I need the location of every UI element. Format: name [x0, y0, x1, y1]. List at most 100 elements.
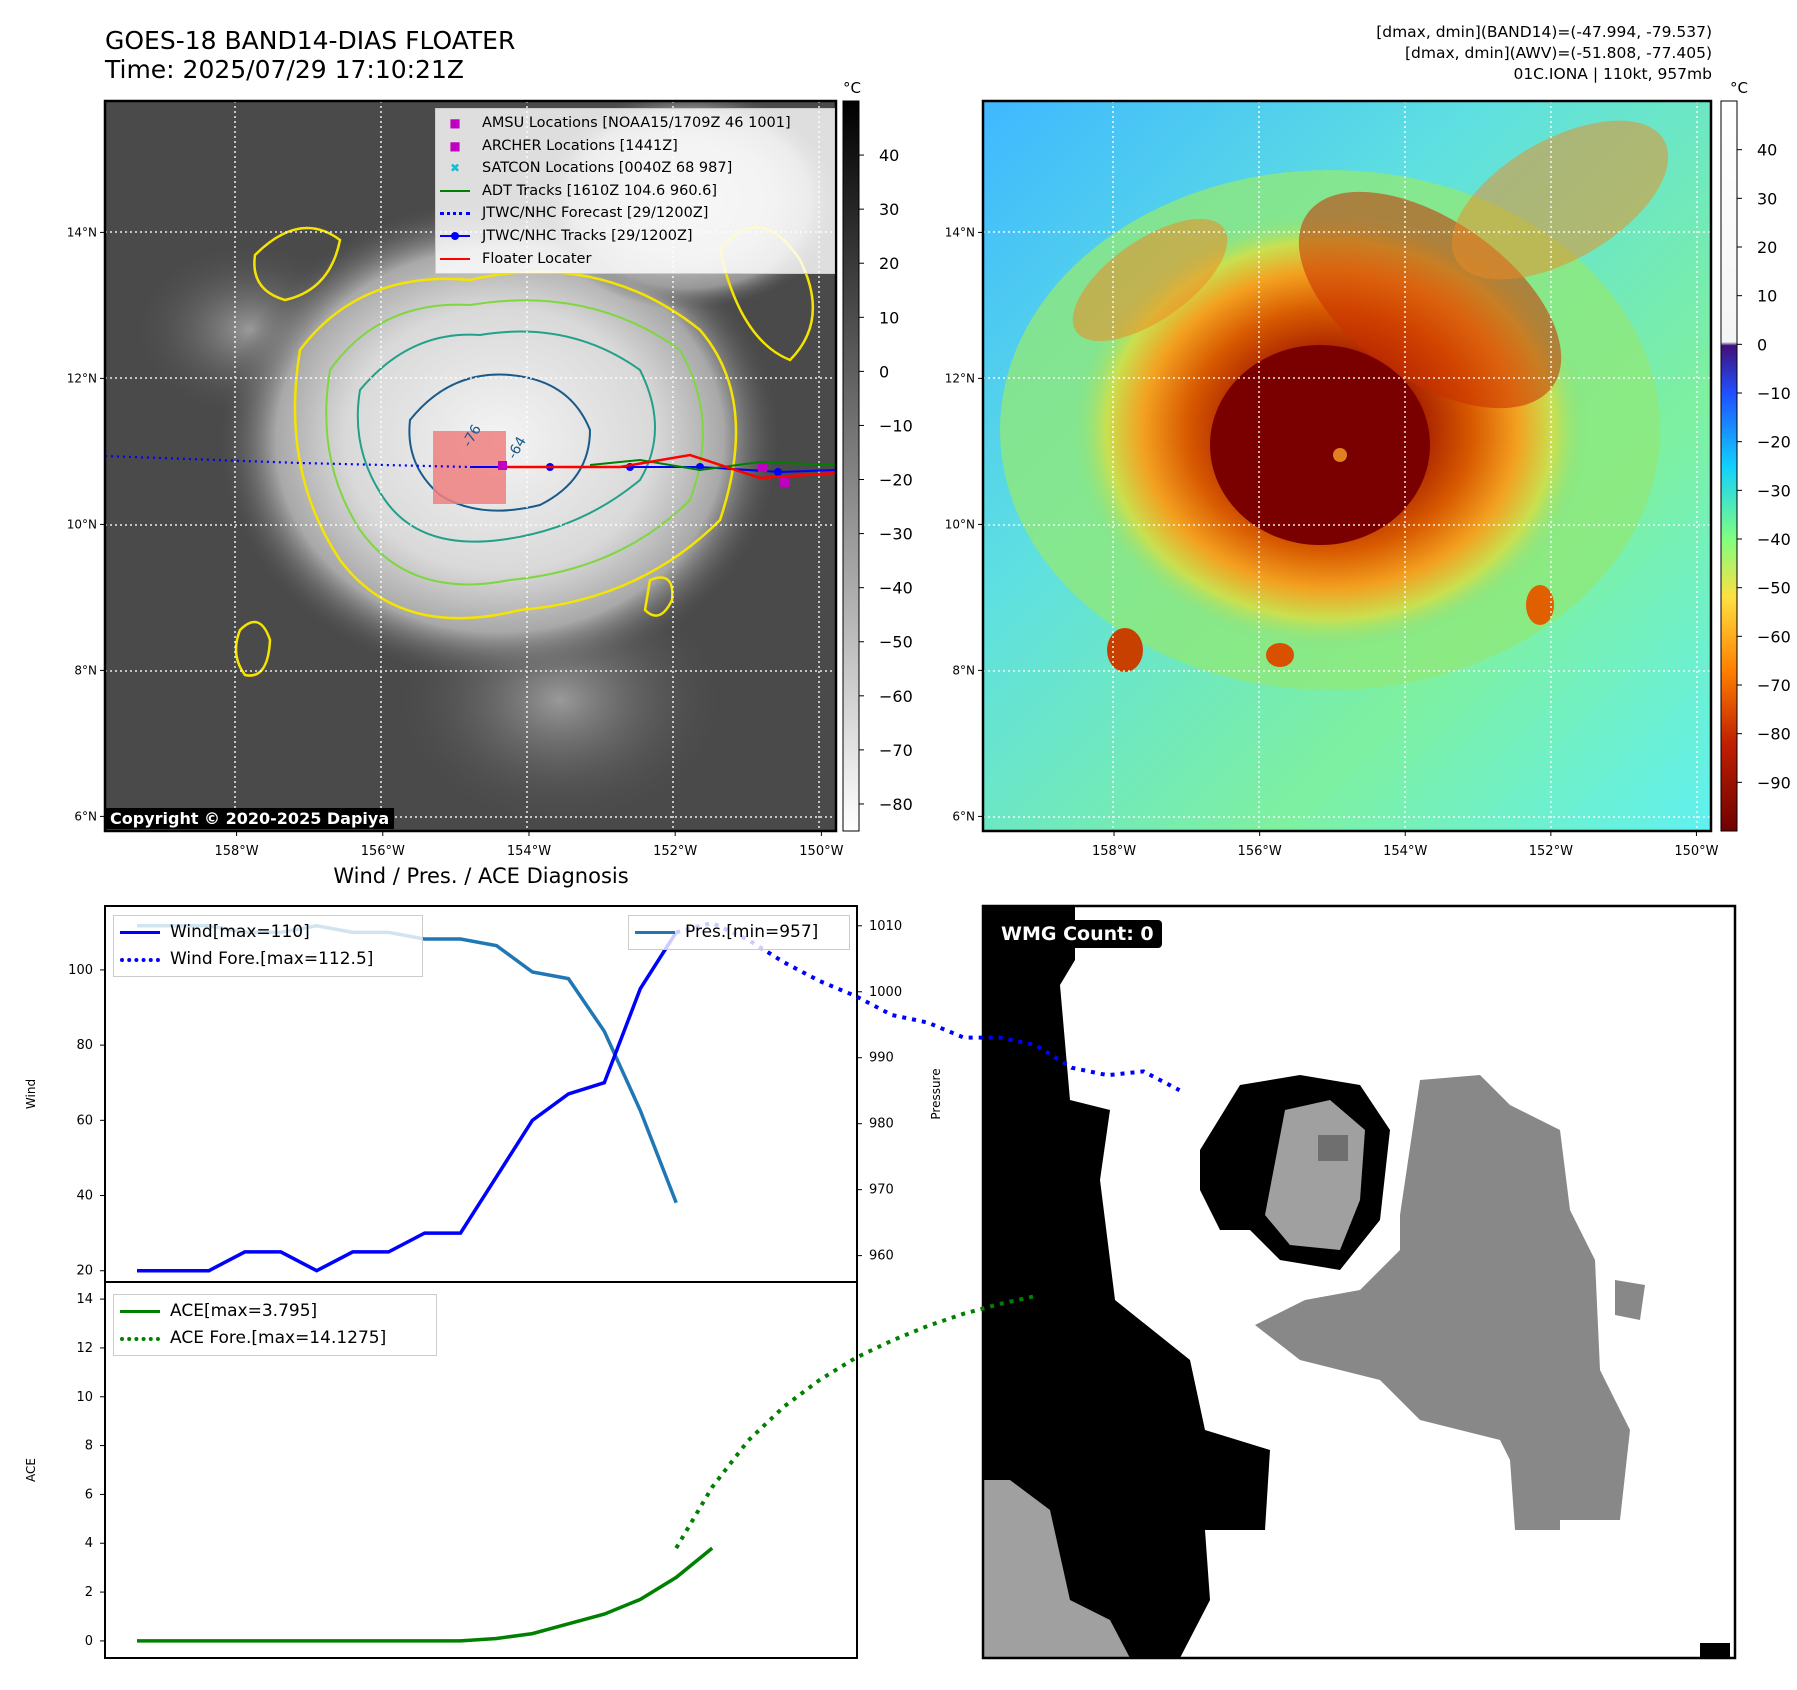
awv-image: [983, 101, 1711, 831]
title-line-1: GOES-18 BAND14-DIAS FLOATER: [105, 26, 516, 55]
ace-chart-ytick-label: 12: [76, 1341, 93, 1356]
ir-lat-label: 10°N: [67, 517, 97, 531]
ir-lat-label: 8°N: [74, 663, 97, 677]
ace-chart-ytick-label: 6: [85, 1487, 93, 1502]
ir-cb-tick-label: 20: [879, 254, 899, 273]
wind-chart-ytick-label: 40: [76, 1189, 93, 1204]
awv-cb-tick-label: −20: [1757, 433, 1791, 452]
legend-label: ARCHER Locations [1441Z]: [482, 137, 678, 154]
legend-item: ✖ SATCON Locations [0040Z 68 987]: [440, 157, 830, 180]
pressure-ytick-label: 990: [869, 1051, 894, 1066]
legend-swatch: ■: [449, 138, 461, 153]
ir-cb-tick-label: 30: [879, 200, 899, 219]
awv-cb-tick-label: −50: [1757, 579, 1791, 598]
awv-cb-tick-label: −60: [1757, 627, 1791, 646]
legend-swatch: [440, 232, 470, 241]
ace-legend-swatch: [120, 1310, 160, 1313]
pressure-ytick-label: 1000: [869, 985, 902, 1000]
legend-label: ADT Tracks [1610Z 104.6 960.6]: [482, 182, 718, 199]
ir-cb-tick-label: 40: [879, 146, 899, 165]
wind-chart-ytick-label: 60: [76, 1113, 93, 1128]
contour-label-76: -76: [460, 422, 485, 450]
awv-lat-label: 12°N: [945, 371, 975, 385]
ir-lon-label: 156°W: [361, 844, 405, 859]
legend-swatch: [440, 257, 470, 260]
ir-lon-label: 150°W: [799, 844, 843, 859]
awv-lon-label: 150°W: [1674, 844, 1718, 859]
awv-cb-tick-label: −10: [1757, 384, 1791, 403]
awv-cb-tick-label: 40: [1757, 141, 1777, 160]
ir-lon-label: 154°W: [507, 844, 551, 859]
awv-lat-labels: 14°N 12°N 10°N 8°N 6°N: [945, 225, 983, 823]
awv-lat-label: 8°N: [952, 663, 975, 677]
ace-line: [137, 1546, 714, 1643]
info-line-3: 01C.IONA | 110kt, 957mb: [1513, 65, 1712, 83]
awv-cb-tick-label: −30: [1757, 481, 1791, 500]
ir-cb-tick-label: −50: [879, 633, 913, 652]
ir-lat-labels: 14°N 12°N 10°N 8°N 6°N: [67, 225, 105, 823]
wind-chart-ytick-label: 100: [68, 963, 93, 978]
legend-item: ■ ARCHER Locations [1441Z]: [440, 135, 830, 158]
wind-chart-ylabel: Wind: [24, 1079, 38, 1109]
awv-cb-tick-label: 0: [1757, 335, 1767, 354]
awv-colorbar-unit: °C: [1730, 79, 1748, 97]
contour-label-64: -64: [505, 434, 530, 462]
wind-legend-solid-swatch: [120, 931, 160, 934]
ir-cb-tick-label: 10: [879, 308, 899, 327]
awv-cb-tick-label: 10: [1757, 287, 1777, 306]
ace-chart-ytick-label: 2: [85, 1585, 93, 1600]
legend-label: JTWC/NHC Forecast [29/1200Z]: [482, 205, 709, 222]
info-line-1: [dmax, dmin](BAND14)=(-47.994, -79.537): [1376, 23, 1712, 41]
awv-lon-label: 156°W: [1238, 844, 1282, 859]
legend-swatch: [440, 212, 470, 216]
awv-lat-label: 10°N: [945, 517, 975, 531]
ir-cb-tick-label: −20: [879, 471, 913, 490]
ace-chart-ytick-label: 14: [76, 1292, 93, 1307]
pres-legend-label: Pres.[min=957]: [685, 922, 819, 942]
floater-locater-box: [433, 431, 506, 504]
pressure-ylabel: Pressure: [929, 1068, 943, 1119]
legend-item: ADT Tracks [1610Z 104.6 960.6]: [440, 180, 830, 203]
copyright-label: Copyright © 2020-2025 Dapiya: [105, 808, 395, 829]
awv-lon-label: 152°W: [1529, 844, 1573, 859]
wind-legend-label: Wind[max=110]: [170, 922, 310, 942]
awv-axes-frame: [981, 99, 1713, 833]
ace-chart-ytick-label: 8: [85, 1439, 93, 1454]
wind-fore-legend-label: Wind Fore.[max=112.5]: [170, 949, 374, 969]
ir-legend: ■ AMSU Locations [NOAA15/1709Z 46 1001] ■ A…: [435, 108, 835, 275]
ir-cb-tick-label: 0: [879, 362, 889, 381]
awv-cb-tick-label: −90: [1757, 773, 1791, 792]
ir-lon-labels: 158°W 156°W 154°W 152°W 150°W: [214, 831, 844, 859]
title-line-2: Time: 2025/07/29 17:10:21Z: [105, 55, 464, 84]
legend-label: Floater Locater: [482, 250, 592, 267]
legend-swatch: ✖: [449, 161, 461, 176]
awv-lat-label: 14°N: [945, 225, 975, 239]
ace-legend: ACE[max=3.795] ACE Fore.[max=14.1275]: [113, 1294, 437, 1356]
awv-colorbar-ticks: 40 30 20 10 0 −10 −20 −30 −40 −50 −60 −70 −80 −90: [1737, 141, 1791, 792]
ir-lat-label: 14°N: [67, 225, 97, 239]
pres-legend: Pres.[min=957]: [628, 915, 850, 950]
wmg-axes-frame: [981, 904, 1737, 1660]
awv-cb-tick-label: 20: [1757, 238, 1777, 257]
ace-chart-ytick-label: 10: [76, 1390, 93, 1405]
ace-chart-ytick-label: 0: [85, 1634, 93, 1649]
ir-cb-tick-label: −40: [879, 579, 913, 598]
awv-lat-label: 6°N: [952, 809, 975, 823]
legend-label: JTWC/NHC Tracks [29/1200Z]: [482, 227, 693, 244]
ir-cb-tick-label: −80: [879, 795, 913, 814]
wind-fore-legend-swatch: [120, 957, 160, 962]
pressure-ytick-label: 980: [869, 1117, 894, 1132]
legend-swatch: ■: [449, 116, 461, 131]
awv-cb-tick-label: 30: [1757, 189, 1777, 208]
awv-cb-tick-label: −40: [1757, 530, 1791, 549]
legend-label: AMSU Locations [NOAA15/1709Z 46 1001]: [482, 115, 791, 131]
legend-label: SATCON Locations [0040Z 68 987]: [482, 160, 733, 177]
awv-lon-label: 154°W: [1383, 844, 1427, 859]
wmg-image: [983, 906, 1735, 1658]
ace-fore-legend-label: ACE Fore.[max=14.1275]: [170, 1328, 387, 1348]
ir-lon-label: 158°W: [214, 844, 258, 859]
info-block: [dmax, dmin](BAND14)=(-47.994, -79.537) …: [1376, 22, 1712, 85]
pressure-ytick-label: 1010: [869, 919, 902, 934]
awv-lon-label: 158°W: [1092, 844, 1136, 859]
